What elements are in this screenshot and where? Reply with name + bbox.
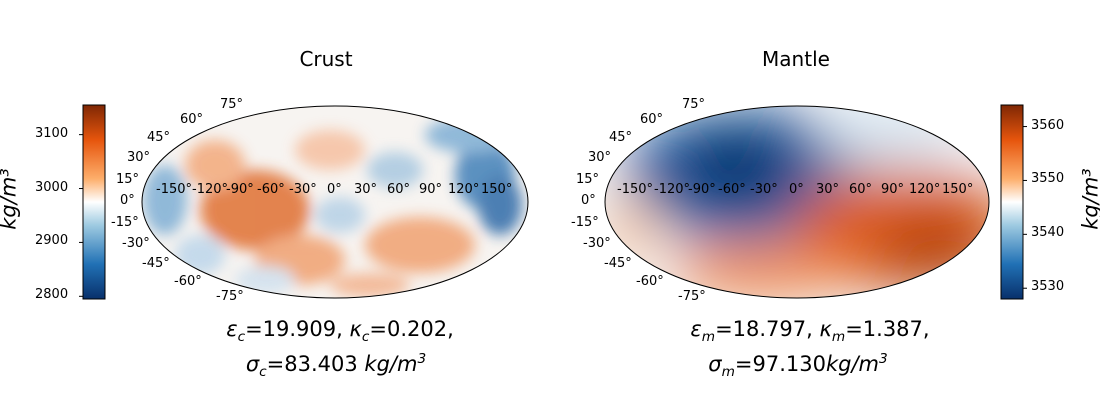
mantle-colorbar-tick: 3530 [1031,279,1065,295]
mantle-lon-label: -120° [654,182,691,197]
mantle-lon-label: -30° [750,182,778,197]
mantle-lat-label: -45° [604,256,632,271]
crust-lat-label: -15° [111,215,139,230]
sigma-unit-exponent: 3 [879,351,888,367]
mantle-lon-label: 90° [881,182,905,197]
epsilon-value: =19.909, [245,317,350,341]
mantle-map [604,105,990,299]
mantle-lat-label: 30° [588,150,612,165]
mantle-colorbar [1000,104,1024,300]
mantle-caption-line2: σm=97.130kg/m3 [578,351,1018,380]
crust-lat-label: 75° [220,97,244,112]
epsilon-symbol: ε [690,317,702,341]
mantle-caption-line1: εm=18.797, κm=1.387, [590,317,1030,345]
crust-lon-label: 120° [448,182,480,197]
crust-colorbar [82,104,106,300]
crust-lat-label: -30° [122,236,150,251]
sigma-symbol: σ [708,352,722,376]
crust-lat-label: 60° [180,112,204,127]
mantle-lat-label: -15° [571,215,599,230]
crust-lat-label: -60° [174,274,202,289]
crust-colorbar-tick: 3000 [35,179,69,195]
mantle-colorbar-tick: 3540 [1031,225,1065,241]
crust-lon-label: -30° [289,182,317,197]
sigma-unit: kg/m [364,352,418,376]
epsilon-subscript: c [237,329,246,346]
crust-lon-label: 150° [481,182,513,197]
crust-lat-label: 0° [120,193,135,208]
mantle-lon-label: 150° [942,182,974,197]
crust-lon-label: -60° [257,182,285,197]
crust-title: Crust [299,47,353,71]
mantle-lat-label: 75° [682,97,706,112]
sigma-subscript: m [721,364,735,381]
kappa-subscript: m [831,329,846,346]
crust-lon-label: -90° [226,182,254,197]
crust-lon-label: -120° [192,182,229,197]
kappa-symbol: κ [349,317,362,341]
sigma-symbol: σ [245,352,260,376]
sigma-subscript: c [259,364,267,381]
colorbar-ticks [79,126,1027,297]
mantle-lat-label: 45° [609,130,633,145]
crust-colorbar-tick: 2800 [35,287,69,303]
crust-lon-label: 60° [387,182,411,197]
kappa-value: =0.202, [369,317,454,341]
crust-lat-label: -45° [142,256,170,271]
mantle-lat-label: -30° [583,236,611,251]
epsilon-symbol: ε [226,317,238,341]
mantle-lat-label: -75° [678,289,706,304]
mantle-colorbar-tick: 3560 [1031,117,1065,133]
sigma-unit-exponent: 3 [417,351,427,367]
crust-caption-line2: σc=83.403 kg/m3 [116,351,556,380]
epsilon-value: =18.797, [715,317,820,341]
mantle-lat-label: -60° [636,274,664,289]
sigma-value: =83.403 [266,352,365,376]
sigma-unit: kg/m [825,352,880,376]
crust-lat-label: 30° [127,150,151,165]
crust-lon-label: -150° [156,182,193,197]
mantle-lon-label: -60° [718,182,746,197]
crust-colorbar-tick: 3100 [35,125,69,141]
crust-map [141,105,529,299]
mantle-colorbar-unit: kg/m³ [1078,168,1100,230]
crust-colorbar-unit: kg/m³ [0,168,21,230]
sigma-value: =97.130 [734,352,826,376]
crust-lat-label: 15° [116,172,140,187]
mantle-colorbar-tick: 3550 [1031,171,1065,187]
mantle-lon-label: 120° [909,182,941,197]
crust-lon-label: 0° [327,182,342,197]
mantle-lon-label: 0° [789,182,804,197]
crust-lon-label: 30° [354,182,378,197]
crust-lat-label: 45° [147,130,171,145]
mantle-lon-label: 30° [816,182,840,197]
kappa-value: =1.387, [845,317,930,341]
mantle-lon-label: -90° [688,182,716,197]
mantle-lat-label: 60° [640,112,664,127]
kappa-subscript: c [361,329,370,346]
crust-lat-label: -75° [216,289,244,304]
epsilon-subscript: m [701,329,716,346]
crust-caption-line1: εc=19.909, κc=0.202, [120,317,560,345]
kappa-symbol: κ [819,317,832,341]
crust-lon-label: 90° [419,182,443,197]
mantle-lon-label: -150° [617,182,654,197]
crust-colorbar-tick: 2900 [35,233,69,249]
mantle-lat-label: 15° [576,172,600,187]
mantle-lon-label: 60° [849,182,873,197]
mantle-title: Mantle [762,47,830,71]
mantle-lat-label: 0° [581,193,596,208]
